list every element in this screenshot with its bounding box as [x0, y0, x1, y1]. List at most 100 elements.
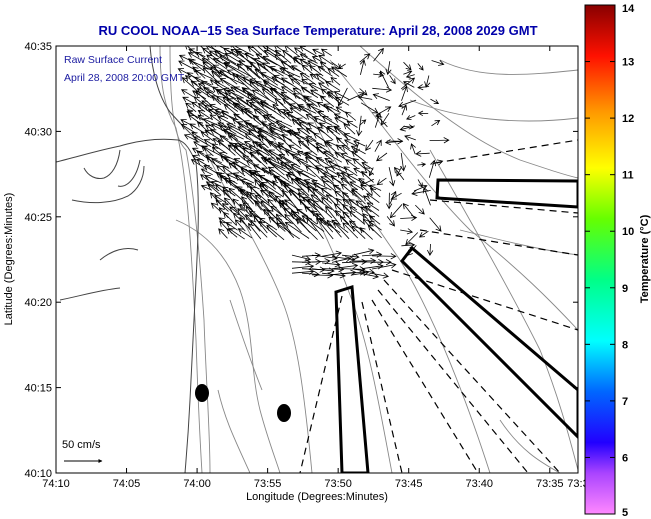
- current-vector-arrow: [297, 192, 317, 211]
- current-vector-arrow: [422, 186, 431, 206]
- colorbar-ticks: 5 6 7 8 9 10 11 12 13 14: [585, 3, 635, 519]
- current-vector-arrow: [242, 88, 269, 105]
- current-vector-arrow: [371, 262, 397, 270]
- current-vector-arrow: [229, 206, 246, 219]
- current-vector-arrow: [343, 133, 359, 141]
- chart-title: RU COOL NOAA–15 Sea Surface Temperature:…: [98, 23, 537, 38]
- current-vector-arrow: [402, 81, 415, 88]
- current-vector-arrow: [326, 125, 341, 135]
- current-vector-arrow: [280, 91, 302, 107]
- current-vector-arrow: [301, 215, 325, 232]
- current-vector-arrow: [217, 116, 237, 127]
- current-vector-arrow: [200, 131, 214, 142]
- colorbar-label: Temperature (°C): [639, 214, 651, 303]
- current-vector-arrow: [310, 194, 333, 211]
- current-vector-arrow: [187, 52, 206, 63]
- current-vector-arrow: [185, 102, 197, 113]
- current-vector-arrow: [246, 93, 269, 113]
- current-vector-arrow: [333, 113, 349, 121]
- current-vector-arrow: [300, 87, 319, 98]
- current-vector-arrow: [348, 210, 365, 225]
- current-vector-arrow: [205, 91, 222, 105]
- current-vector-arrow: [358, 178, 374, 190]
- current-vector-arrow: [306, 216, 324, 239]
- current-vector-arrow: [219, 175, 237, 189]
- current-vector-arrow: [180, 123, 197, 134]
- current-vector-arrow: [306, 103, 324, 113]
- current-vector-arrow: [223, 103, 244, 121]
- current-vector-arrow: [393, 166, 405, 181]
- current-vector-arrow: [249, 101, 276, 119]
- current-vector-arrow: [249, 80, 270, 101]
- current-vector-arrow: [214, 195, 229, 205]
- current-vector-arrow: [290, 78, 311, 93]
- current-vector-arrow: [189, 123, 205, 134]
- current-vector-arrow: [204, 175, 222, 184]
- current-vector-arrow: [281, 189, 300, 212]
- current-vector-arrow: [274, 54, 294, 71]
- current-vector-arrow: [315, 157, 335, 170]
- current-vector-arrow: [292, 211, 317, 232]
- current-vector-arrow: [291, 263, 315, 270]
- current-vector-arrow: [320, 187, 342, 204]
- current-vector-arrow: [343, 166, 358, 177]
- current-vector-arrow: [227, 126, 252, 141]
- current-vector-arrow: [342, 198, 358, 211]
- current-vector-arrow: [217, 71, 245, 85]
- current-vector-arrow: [272, 103, 292, 121]
- current-vector-arrow: [351, 248, 375, 256]
- current-vector-arrow: [355, 200, 372, 213]
- current-vector-arrow: [236, 186, 252, 198]
- current-vector-arrow: [415, 204, 425, 215]
- current-vector-arrow: [235, 174, 253, 190]
- current-vector-arrow: [401, 85, 408, 101]
- current-vector-arrow: [361, 272, 380, 280]
- current-vector-arrow: [307, 122, 326, 134]
- current-vector-arrow: [361, 263, 384, 270]
- current-vector-arrow: [219, 55, 245, 71]
- current-vector-arrow: [430, 98, 440, 104]
- current-vector-arrow: [293, 92, 311, 106]
- y-tick-label: 40:25: [24, 212, 52, 224]
- current-vector-arrow: [359, 178, 374, 187]
- current-vector-arrow: [331, 262, 359, 270]
- y-tick-label: 40:20: [24, 297, 52, 309]
- current-vector-arrow: [205, 46, 228, 56]
- current-vector-arrow: [341, 253, 360, 260]
- current-vector-arrow: [307, 60, 325, 70]
- current-vector-arrow: [316, 101, 333, 112]
- current-vector-arrow: [239, 203, 253, 218]
- current-vector-arrow: [325, 80, 341, 91]
- current-vector-arrow: [371, 259, 392, 266]
- dashed-beams: [299, 139, 578, 473]
- current-vector-arrow: [373, 47, 384, 62]
- current-vector-arrow: [306, 182, 326, 198]
- y-axis-label: Latitude (Degrees:Minutes): [3, 193, 15, 326]
- current-vector-arrow: [334, 190, 350, 203]
- current-vector-arrow: [233, 113, 254, 128]
- current-vector-arrow: [222, 189, 236, 204]
- current-vector-arrow: [369, 187, 381, 198]
- current-vector-arrow: [304, 152, 325, 168]
- x-axis: 74:10 74:05 74:00 73:55 73:50 73:45 73:40 73:35…: [42, 46, 589, 490]
- current-vector-arrow: [319, 95, 335, 108]
- current-vector-arrow: [417, 162, 427, 167]
- current-vector-arrow: [309, 73, 325, 84]
- current-vector-arrow: [225, 222, 238, 231]
- current-vector-arrow: [222, 96, 244, 113]
- current-vector-arrow: [317, 65, 333, 77]
- current-vector-arrow: [353, 140, 366, 147]
- current-vector-arrow: [317, 82, 334, 93]
- y-tick-label: 40:35: [24, 41, 52, 53]
- current-vector-arrow: [359, 227, 373, 240]
- current-vector-arrow: [261, 62, 284, 77]
- current-vector-arrow: [368, 215, 381, 225]
- current-vector-arrow: [366, 202, 380, 211]
- current-vector-arrow: [237, 228, 253, 239]
- current-vector-arrow: [188, 114, 204, 127]
- current-vector-arrow: [217, 139, 236, 156]
- current-vector-arrow: [251, 125, 277, 140]
- current-vector-arrow: [348, 220, 365, 233]
- current-vector-arrow: [334, 126, 349, 140]
- current-vector-arrow: [320, 176, 342, 190]
